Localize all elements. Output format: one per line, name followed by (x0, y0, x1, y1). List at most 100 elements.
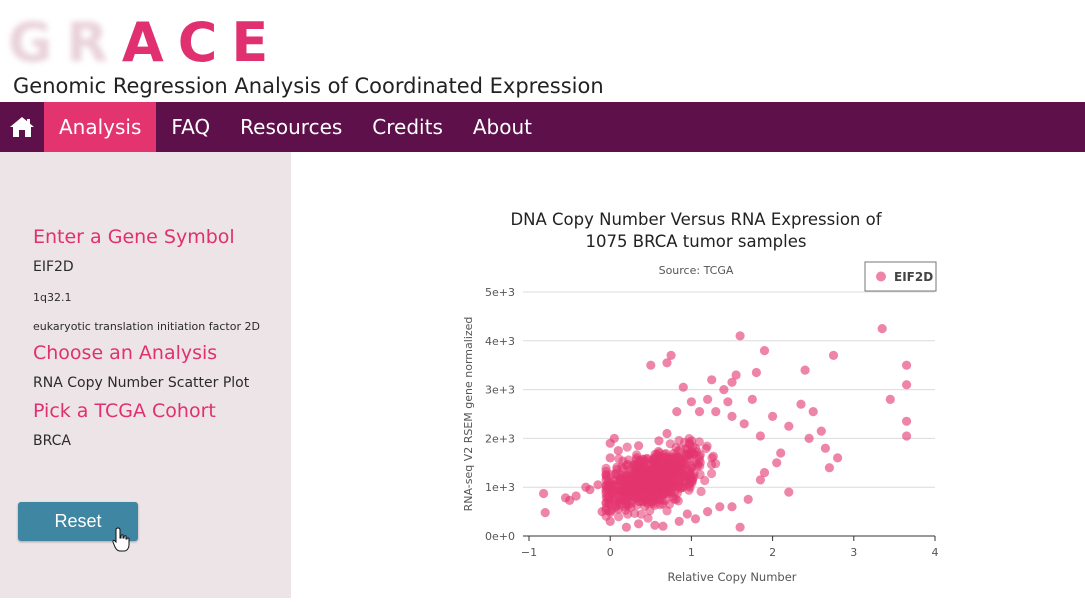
x-tick-label: 3 (850, 546, 857, 559)
data-point (621, 522, 631, 532)
data-point (666, 350, 676, 360)
data-point (613, 446, 623, 456)
data-point (800, 365, 810, 375)
data-point (731, 370, 741, 380)
cohort-value[interactable]: BRCA (33, 433, 71, 449)
data-point (647, 497, 657, 507)
data-point (619, 482, 629, 493)
chart-title-line2: 1075 BRCA tumor samples (586, 232, 807, 251)
data-point (622, 442, 632, 452)
x-tick-label: 2 (769, 546, 776, 559)
data-point (808, 407, 818, 417)
data-point (540, 508, 550, 518)
home-icon (10, 117, 34, 137)
data-point (755, 475, 765, 485)
x-tick-label: −1 (521, 546, 537, 559)
data-point (772, 458, 782, 468)
data-point (727, 411, 737, 421)
data-point (902, 360, 912, 370)
legend-label: EIF2D (894, 270, 933, 284)
data-point (885, 394, 895, 404)
nav-resources[interactable]: Resources (240, 115, 343, 139)
data-point (796, 399, 806, 409)
data-point (597, 507, 607, 517)
data-point (694, 451, 704, 462)
cohort-heading[interactable]: Pick a TCGA Cohort (33, 400, 216, 422)
data-point (700, 475, 710, 486)
legend-marker (876, 271, 886, 282)
x-tick-label: 1 (688, 546, 695, 559)
legend[interactable]: EIF2D (864, 261, 937, 292)
data-point (719, 385, 729, 395)
y-tick-label: 2e+3 (485, 432, 515, 445)
data-point (902, 380, 912, 390)
data-point (613, 504, 623, 514)
data-point (902, 431, 912, 441)
nav-about[interactable]: About (472, 115, 533, 139)
data-point (685, 482, 695, 492)
data-point (696, 486, 706, 497)
x-tick-label: 4 (932, 546, 939, 559)
data-point (743, 494, 753, 504)
data-point (723, 397, 733, 407)
data-point (683, 444, 693, 454)
x-axis-label: Relative Copy Number (667, 570, 796, 584)
data-point (877, 324, 887, 334)
data-point (601, 475, 611, 485)
data-point (646, 360, 656, 370)
axis-ticks: 0e+0 1e+3 2e+3 3e+3 4e+3 5e+3 −1 0 1 2 3 4 (485, 286, 938, 559)
data-point (686, 397, 696, 407)
data-point (689, 472, 699, 482)
data-point (661, 452, 671, 462)
data-point (804, 433, 814, 443)
y-tick-label: 0e+0 (485, 530, 515, 543)
data-point (828, 350, 839, 360)
data-point (708, 451, 718, 461)
logo-faded-letters: GR (8, 11, 122, 74)
data-point (672, 407, 682, 417)
data-point (703, 394, 713, 404)
nav-faq[interactable]: FAQ (171, 115, 211, 139)
data-point (650, 520, 660, 530)
gene-symbol-value[interactable]: EIF2D (33, 259, 74, 275)
data-point (735, 522, 745, 532)
analysis-value[interactable]: RNA Copy Number Scatter Plot (33, 375, 250, 391)
data-point (784, 421, 794, 431)
data-point (634, 441, 644, 451)
data-point (634, 519, 644, 529)
data-point (711, 407, 721, 417)
data-point (676, 482, 686, 492)
nav-home[interactable] (0, 102, 44, 152)
data-point (759, 346, 770, 356)
data-point (623, 509, 633, 519)
data-point (609, 433, 619, 443)
analysis-heading[interactable]: Choose an Analysis (33, 342, 218, 364)
data-point (652, 484, 662, 494)
data-point (565, 495, 575, 505)
chart-title-line1: DNA Copy Number Versus RNA Expression of (510, 210, 882, 229)
scatter-chart: DNA Copy Number Versus RNA Expression of… (291, 152, 1085, 598)
nav-credits[interactable]: Credits (372, 115, 443, 139)
y-tick-label: 3e+3 (485, 384, 515, 397)
data-point (695, 461, 705, 471)
data-point (643, 513, 653, 523)
gene-symbol-heading[interactable]: Enter a Gene Symbol (33, 226, 235, 248)
data-point (674, 516, 684, 526)
data-point (654, 436, 664, 446)
data-point (707, 460, 717, 470)
nav-analysis[interactable]: Analysis (44, 102, 157, 152)
data-point (609, 480, 619, 490)
gene-location: 1q32.1 (33, 291, 72, 304)
data-point (669, 494, 679, 504)
data-point (649, 476, 659, 486)
gene-description: eukaryotic translation initiation factor… (33, 320, 260, 333)
chart-subtitle: Source: TCGA (659, 264, 734, 277)
data-point (739, 419, 749, 429)
data-point (784, 487, 794, 497)
data-point (605, 453, 615, 463)
data-point (585, 485, 595, 495)
data-point (614, 512, 624, 522)
y-tick-label: 1e+3 (485, 481, 515, 494)
data-point (605, 516, 615, 526)
y-axis-label: RNA-seq V2 RSEM gene normalized (462, 317, 475, 512)
